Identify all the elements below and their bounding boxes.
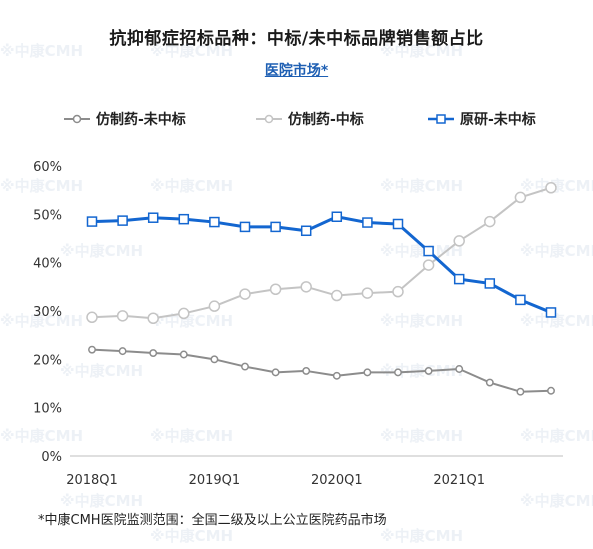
x-tick-label: 2021Q1 — [433, 473, 485, 488]
data-point-2 — [117, 215, 128, 226]
x-tick-label: 2019Q1 — [189, 473, 241, 488]
data-point-1 — [422, 259, 435, 271]
y-tick-label: 50% — [33, 208, 62, 223]
data-point-1 — [331, 289, 343, 302]
legend-item-originator-not-won: 原研-未中标 — [428, 108, 536, 130]
data-point-1 — [208, 300, 221, 312]
x-tick-label: 2018Q1 — [66, 473, 118, 488]
chart-title: 抗抑郁症招标品种：中标/未中标品牌销售额占比 — [109, 29, 484, 49]
data-point-1 — [300, 281, 312, 293]
data-point-1 — [147, 312, 159, 324]
data-point-2 — [484, 278, 496, 289]
data-point-0 — [210, 355, 219, 364]
y-tick-label: 0% — [41, 450, 62, 465]
x-tick-label: 2020Q1 — [311, 473, 363, 488]
legend-label-generic-not-won: 仿制药-未中标 — [96, 112, 186, 128]
data-point-2 — [545, 307, 557, 318]
data-point-1 — [484, 215, 496, 228]
data-point-1 — [545, 182, 557, 194]
data-point-2 — [362, 217, 373, 228]
data-point-1 — [178, 307, 190, 320]
series-line-1 — [91, 186, 552, 320]
chart-legend: 仿制药-未中标 仿制药-中标 原研-未中标 — [0, 108, 593, 130]
y-tick-label: 60% — [33, 160, 62, 175]
data-point-2 — [392, 218, 404, 230]
footnote: *中康CMH医院监测范围：全国二级及以上公立医院药品市场 — [38, 513, 387, 528]
data-point-2 — [178, 213, 190, 225]
legend-label-originator-not-won: 原研-未中标 — [460, 112, 536, 128]
data-point-0 — [394, 368, 402, 377]
y-tick-label: 30% — [33, 305, 62, 320]
data-point-0 — [547, 386, 555, 395]
data-point-0 — [302, 366, 311, 375]
legend-label-generic-won: 仿制药-中标 — [288, 112, 364, 128]
data-point-1 — [514, 191, 527, 204]
legend-item-generic-not-won: 仿制药-未中标 — [64, 108, 186, 130]
data-point-2 — [453, 273, 465, 285]
data-point-1 — [239, 288, 251, 300]
data-point-1 — [453, 235, 465, 247]
data-point-0 — [271, 368, 280, 377]
data-point-1 — [86, 311, 98, 324]
data-point-1 — [269, 283, 282, 295]
y-tick-label: 10% — [33, 402, 62, 417]
data-point-2 — [423, 245, 434, 257]
data-point-0 — [179, 350, 188, 359]
data-point-0 — [516, 387, 525, 396]
data-point-1 — [116, 310, 129, 322]
data-point-0 — [485, 378, 494, 387]
data-point-2 — [147, 212, 159, 223]
series-line-0 — [91, 348, 552, 393]
y-tick-label: 20% — [33, 353, 62, 368]
data-point-0 — [455, 365, 464, 373]
data-point-0 — [118, 347, 127, 356]
data-point-2 — [270, 221, 281, 233]
legend-item-generic-won: 仿制药-中标 — [256, 108, 364, 130]
data-point-0 — [88, 345, 96, 354]
data-point-0 — [332, 371, 341, 380]
data-point-1 — [392, 285, 404, 298]
data-point-2 — [209, 216, 220, 228]
data-point-2 — [331, 211, 343, 222]
data-point-2 — [300, 225, 312, 237]
series-line-2 — [91, 215, 552, 314]
data-point-1 — [361, 287, 374, 299]
data-point-0 — [149, 349, 158, 357]
legend-marker-originator-not-won — [428, 114, 454, 124]
data-point-2 — [86, 216, 98, 227]
data-point-2 — [239, 221, 251, 233]
chart-subtitle: 医院市场* — [264, 63, 329, 79]
data-point-0 — [241, 362, 249, 371]
data-point-0 — [424, 366, 433, 375]
data-point-2 — [515, 294, 526, 306]
legend-marker-generic-won — [256, 114, 282, 124]
y-tick-label: 40% — [33, 257, 62, 272]
data-point-0 — [363, 368, 372, 377]
legend-marker-generic-not-won — [64, 114, 90, 124]
